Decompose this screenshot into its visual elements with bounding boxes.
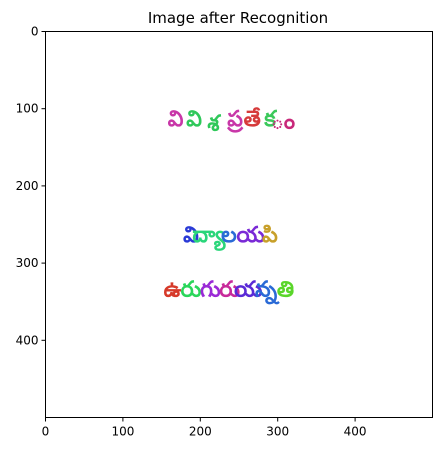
recognized-glyph: ల — [221, 223, 237, 248]
recognized-glyph: రు — [219, 278, 240, 303]
x-tick-label: 400 — [344, 425, 367, 439]
x-axis: 0 100 200 300 400 — [42, 417, 367, 439]
y-tick-label: 0 — [31, 25, 39, 39]
y-tick-label: 100 — [16, 102, 39, 116]
recognized-glyph: గు — [200, 278, 221, 303]
recognized-glyph: ద్యా — [192, 223, 226, 251]
recognized-glyph: పి — [262, 223, 278, 248]
y-tick-label: 400 — [16, 333, 39, 347]
recognized-glyph: ఉ — [164, 278, 182, 303]
x-tick-label: 200 — [189, 425, 212, 439]
x-tick-label: 300 — [266, 425, 289, 439]
axes-frame — [45, 31, 433, 418]
y-tick-label: 300 — [16, 256, 39, 270]
recognized-glyph: న్న — [255, 278, 280, 305]
recognized-glyph: శ — [207, 112, 221, 137]
y-axis: 0 100 200 300 400 — [16, 25, 46, 347]
chart-title: Image after Recognition — [148, 9, 328, 27]
recognized-glyph: ప్ర — [226, 107, 244, 133]
image-content: వి వి శ ప్ర తే కంవిద్యాల యపిఉ రుగురుయన్న తి — [45, 31, 433, 418]
recognized-glyph: వి — [186, 107, 202, 132]
recognized-glyph: ం — [271, 109, 295, 134]
recognized-glyph: రు — [181, 278, 202, 303]
y-tick-label: 200 — [16, 179, 39, 193]
recognized-glyph: వి — [168, 107, 184, 132]
recognized-glyph: య — [236, 223, 264, 248]
recognized-glyph: య — [234, 278, 262, 303]
recognized-glyph: క — [263, 107, 277, 132]
recognized-glyph: తే — [244, 107, 261, 132]
recognized-glyph: తి — [277, 278, 294, 303]
image-background — [45, 31, 433, 418]
x-tick-label: 100 — [111, 425, 134, 439]
recognized-glyph: వి — [183, 223, 199, 248]
x-tick-label: 0 — [42, 425, 50, 439]
